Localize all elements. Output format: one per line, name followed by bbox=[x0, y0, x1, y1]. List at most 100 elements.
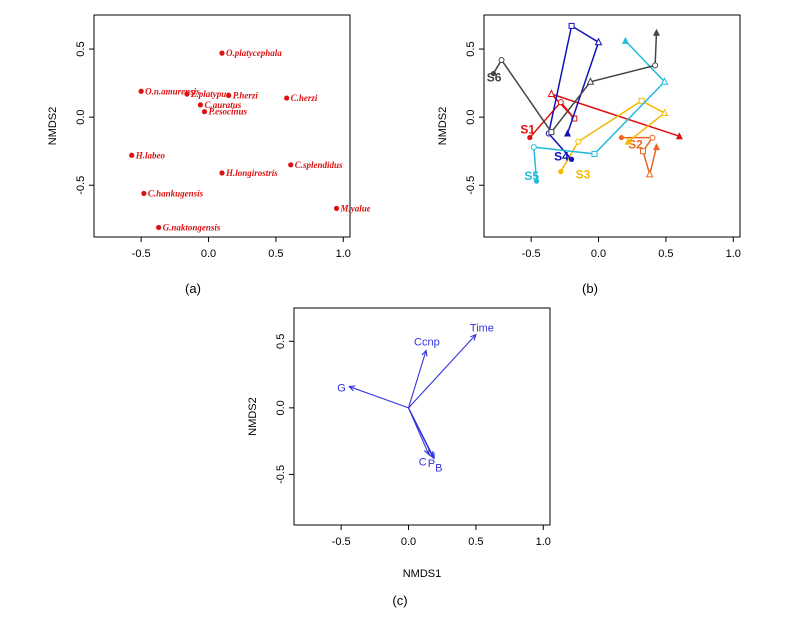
site-end-point bbox=[652, 143, 660, 151]
species-point bbox=[333, 205, 340, 211]
y-tick-label: -0.5 bbox=[465, 176, 477, 195]
plot-area-a: -0.5 0.0 0.5 1.0 -0.5 0.0 0.5 NMDS2 O.platycepha… bbox=[47, 14, 370, 260]
x-tick-label: 0.5 bbox=[268, 248, 283, 260]
y-tick-label: -0.5 bbox=[275, 465, 287, 484]
y-axis-title: NMDS2 bbox=[437, 107, 449, 146]
x-tick-label: 0.0 bbox=[401, 536, 416, 548]
species-label: C.splendidus bbox=[295, 160, 343, 170]
plot-area-b: -0.5 0.0 0.5 1.0 -0.5 0.0 0.5 NMDS2 S1 S2 S3 S4 S5 S6 bbox=[437, 14, 741, 260]
y-axis-title: NMDS2 bbox=[47, 107, 59, 146]
x-tick-label: 1.0 bbox=[726, 248, 741, 260]
y-tick-label: 0.5 bbox=[275, 334, 287, 349]
site-label: S2 bbox=[628, 137, 643, 151]
site-point bbox=[548, 129, 555, 136]
plot-frame bbox=[483, 14, 741, 238]
x-tick-label: 0.5 bbox=[658, 248, 673, 260]
x-tick-label: 1.0 bbox=[336, 248, 351, 260]
panel-label: (b) bbox=[582, 281, 598, 296]
y-tick-label: 0.0 bbox=[75, 109, 87, 124]
x-tick-label: 0.0 bbox=[591, 248, 606, 260]
species-label: M.yaluensis bbox=[340, 203, 370, 213]
x-tick-label: -0.5 bbox=[132, 248, 151, 260]
site-end-point bbox=[564, 129, 572, 137]
y-tick-label: 0.5 bbox=[465, 41, 477, 56]
species-point bbox=[284, 95, 290, 101]
vector-arrow bbox=[408, 407, 435, 459]
vector-arrowhead bbox=[421, 349, 428, 357]
site-start-point bbox=[533, 178, 540, 184]
species-point bbox=[156, 224, 162, 231]
site-end-point bbox=[621, 36, 629, 44]
site-point bbox=[571, 115, 578, 122]
y-axis-title: NMDS2 bbox=[247, 397, 259, 436]
vector-arrow bbox=[408, 334, 477, 409]
site-point bbox=[530, 144, 537, 151]
site-point bbox=[660, 108, 669, 117]
panel-label: (a) bbox=[185, 281, 201, 296]
species-point bbox=[226, 92, 232, 98]
site-label: S3 bbox=[576, 167, 591, 181]
site-start-point bbox=[527, 134, 533, 141]
site-point bbox=[638, 97, 645, 104]
site-point bbox=[575, 138, 582, 145]
site-point bbox=[649, 134, 656, 141]
y-tick-label: 0.0 bbox=[275, 400, 287, 415]
site-start-point bbox=[568, 156, 575, 162]
vector-arrow bbox=[349, 386, 409, 409]
site-point bbox=[557, 99, 564, 106]
site-point bbox=[586, 77, 595, 85]
vector-label: P bbox=[428, 458, 435, 470]
site-label: S1 bbox=[520, 122, 535, 136]
plot-frame bbox=[293, 307, 551, 526]
vector-label: Time bbox=[470, 323, 494, 335]
site-point bbox=[660, 77, 669, 85]
species-label: C.auratus bbox=[204, 100, 241, 110]
site-end-point bbox=[624, 137, 632, 145]
site-point bbox=[639, 148, 646, 155]
x-tick-label: -0.5 bbox=[522, 248, 541, 260]
site-label: S6 bbox=[487, 71, 502, 85]
site-label: S4 bbox=[554, 150, 569, 164]
species-label: C.hankugensis bbox=[148, 188, 204, 198]
plot-area-c: -0.5 0.0 0.5 1.0 -0.5 0.0 0.5 NMDS2 NMDS1 Time Ccn… bbox=[247, 307, 551, 580]
species-label: O.n.amurensis bbox=[145, 86, 200, 96]
species-point bbox=[201, 109, 208, 115]
site-start-point bbox=[618, 134, 625, 141]
species-point bbox=[129, 152, 135, 158]
site-end-point bbox=[652, 28, 660, 36]
chart-panel-b: -0.5 0.0 0.5 1.0 -0.5 0.0 0.5 NMDS2 S1 S2 S3 S4 S5 S6… bbox=[437, 14, 741, 296]
site-point bbox=[591, 150, 598, 157]
species-label: H.labeo bbox=[135, 150, 166, 160]
y-tick-label: 0.0 bbox=[465, 109, 477, 124]
y-tick-label: 0.5 bbox=[75, 41, 87, 56]
vector-arrowhead bbox=[348, 385, 356, 392]
species-label: C.herzi bbox=[291, 93, 318, 103]
vector-label: C bbox=[419, 456, 427, 468]
site-label: S5 bbox=[524, 169, 539, 183]
vector-arrow bbox=[408, 350, 427, 409]
species-point bbox=[288, 162, 294, 168]
x-tick-label: 0.5 bbox=[468, 536, 483, 548]
species-point bbox=[141, 190, 147, 197]
species-point bbox=[219, 170, 225, 176]
species-label: P.esocinus bbox=[208, 107, 247, 117]
y-tick-label: -0.5 bbox=[75, 176, 87, 195]
species-label: Z.platypus bbox=[190, 89, 230, 99]
x-axis-title: NMDS1 bbox=[403, 568, 442, 580]
chart-panel-c: -0.5 0.0 0.5 1.0 -0.5 0.0 0.5 NMDS2 NMDS1 Time Ccn… bbox=[247, 307, 551, 608]
x-tick-label: 1.0 bbox=[536, 536, 551, 548]
site-start-point bbox=[558, 169, 564, 175]
species-point bbox=[219, 50, 225, 56]
site-point bbox=[645, 169, 654, 178]
site-point bbox=[652, 62, 659, 69]
site-trajectory-s4 bbox=[547, 24, 600, 160]
site-point bbox=[547, 89, 556, 97]
vector-arrowhead bbox=[470, 333, 477, 341]
species-point bbox=[184, 91, 190, 97]
species-label: G.naktongensis bbox=[163, 222, 221, 232]
vector-label: B bbox=[435, 462, 442, 474]
x-tick-label: 0.0 bbox=[201, 248, 216, 260]
site-point bbox=[498, 56, 505, 63]
plot-frame bbox=[93, 14, 351, 238]
species-label: P.herzi bbox=[233, 90, 259, 100]
